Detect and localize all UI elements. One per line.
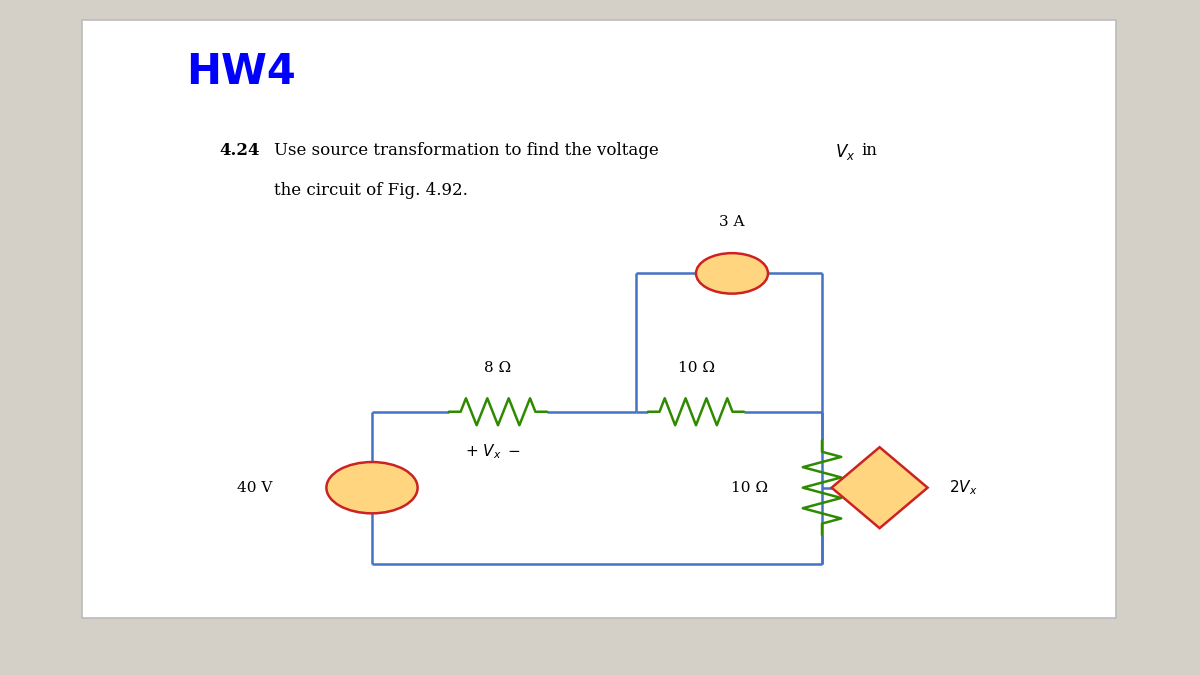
Text: $+\ V_x\ -$: $+\ V_x\ -$	[466, 442, 521, 461]
Text: in: in	[862, 142, 877, 159]
Text: 40 V: 40 V	[238, 481, 272, 495]
FancyBboxPatch shape	[82, 20, 1116, 618]
Text: $2V_x$: $2V_x$	[949, 479, 978, 497]
Polygon shape	[832, 447, 928, 528]
Circle shape	[696, 253, 768, 294]
Text: −: −	[366, 491, 378, 504]
Circle shape	[326, 462, 418, 513]
Text: $\mathit{V}_x$: $\mathit{V}_x$	[835, 142, 856, 162]
Text: 10 Ω: 10 Ω	[731, 481, 768, 495]
Text: Use source transformation to find the voltage: Use source transformation to find the vo…	[274, 142, 659, 159]
Text: 10 Ω: 10 Ω	[678, 360, 714, 375]
Text: 4.24: 4.24	[220, 142, 260, 159]
Text: +: +	[367, 471, 377, 485]
Text: HW4: HW4	[186, 51, 295, 92]
Text: 8 Ω: 8 Ω	[485, 360, 511, 375]
Text: the circuit of Fig. 4.92.: the circuit of Fig. 4.92.	[274, 182, 468, 199]
Text: 3 A: 3 A	[719, 215, 745, 230]
